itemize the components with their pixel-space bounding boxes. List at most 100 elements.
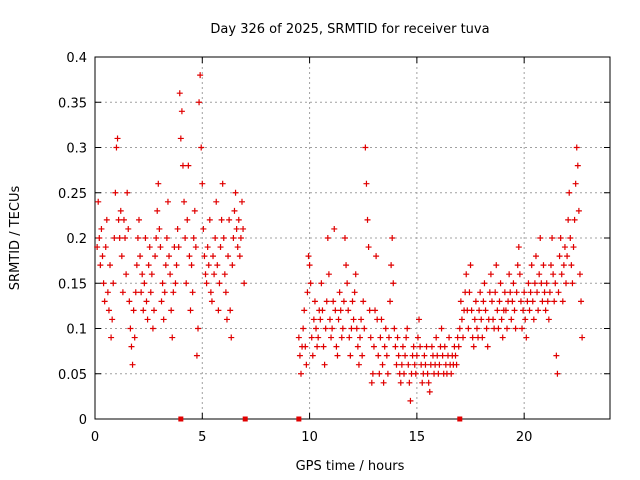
data-point (193, 352, 200, 359)
data-point (482, 307, 489, 314)
data-point (167, 271, 174, 278)
data-point (417, 343, 424, 350)
data-point (134, 235, 141, 241)
data-point (340, 298, 347, 305)
data-point (538, 280, 545, 287)
data-point (479, 334, 486, 341)
data-point (413, 352, 420, 359)
data-point (401, 370, 407, 377)
data-point (515, 244, 522, 251)
data-point (103, 216, 110, 223)
data-point (365, 244, 372, 251)
data-point (554, 370, 561, 377)
data-point (421, 352, 428, 359)
data-point (131, 334, 138, 341)
data-point (388, 262, 395, 269)
data-point (172, 280, 179, 287)
data-point (330, 298, 337, 305)
data-point (514, 262, 521, 269)
data-point (320, 343, 327, 350)
x-tick-label: 10 (301, 430, 318, 445)
data-point (196, 99, 203, 106)
data-point (517, 298, 524, 305)
data-point (367, 334, 374, 341)
data-point (199, 180, 206, 187)
data-point (391, 325, 398, 332)
data-point (525, 280, 532, 287)
data-point (173, 262, 180, 269)
data-point (184, 216, 191, 223)
data-point (116, 235, 123, 241)
data-point (341, 235, 348, 241)
data-point (541, 289, 548, 296)
data-point (336, 289, 343, 296)
x-tick-label: 20 (516, 430, 533, 445)
data-point (210, 253, 217, 260)
data-point (466, 289, 473, 296)
data-point (531, 280, 538, 287)
data-point (438, 325, 445, 332)
data-point (398, 361, 405, 368)
data-point (446, 334, 453, 341)
x-tick-label: 0 (91, 430, 99, 445)
y-axis: 0 0.05 0.1 0.15 0.2 0.25 0.3 0.35 0.4 (58, 51, 610, 428)
data-point (152, 253, 159, 260)
data-point (576, 271, 583, 278)
data-point (117, 207, 124, 214)
data-point (477, 289, 484, 296)
data-point (181, 198, 188, 205)
data-point (494, 307, 501, 314)
data-point (331, 225, 338, 232)
data-point (426, 388, 433, 395)
data-point (114, 135, 121, 142)
data-point (419, 379, 426, 386)
data-point (560, 262, 567, 269)
data-point (452, 352, 459, 359)
data-point (516, 271, 523, 278)
data-point (355, 361, 362, 368)
data-point (306, 262, 313, 269)
data-point (455, 343, 462, 350)
data-point (97, 262, 104, 269)
data-point (351, 289, 358, 296)
data-point (166, 253, 173, 260)
data-point (528, 262, 535, 269)
data-point (393, 361, 400, 368)
data-point (229, 262, 236, 269)
data-point (309, 352, 316, 359)
data-point (122, 235, 129, 241)
data-point (160, 316, 167, 323)
data-point (504, 325, 510, 332)
data-point (307, 280, 314, 287)
data-point (568, 262, 575, 269)
data-point (551, 298, 558, 305)
data-point (151, 307, 158, 314)
data-point (182, 235, 189, 241)
data-point (476, 307, 483, 314)
data-point (453, 361, 460, 368)
data-point (377, 334, 384, 341)
data-point (118, 253, 125, 260)
data-point (410, 343, 417, 350)
data-point (146, 244, 153, 251)
data-point (218, 216, 225, 223)
data-point (556, 253, 563, 260)
data-point (499, 334, 506, 341)
data-point (542, 307, 549, 314)
baseline-marker (457, 416, 463, 422)
data-point (546, 289, 553, 296)
data-point (206, 216, 213, 223)
x-tick-label: 5 (198, 430, 206, 445)
data-point (574, 162, 581, 169)
data-point (381, 343, 388, 350)
data-point (385, 334, 392, 341)
data-point (411, 361, 418, 368)
data-point (337, 307, 344, 314)
data-point (510, 280, 517, 287)
data-point (177, 135, 184, 142)
data-point (404, 325, 411, 332)
data-point (375, 352, 382, 359)
data-point (321, 361, 328, 368)
data-point (132, 289, 139, 296)
